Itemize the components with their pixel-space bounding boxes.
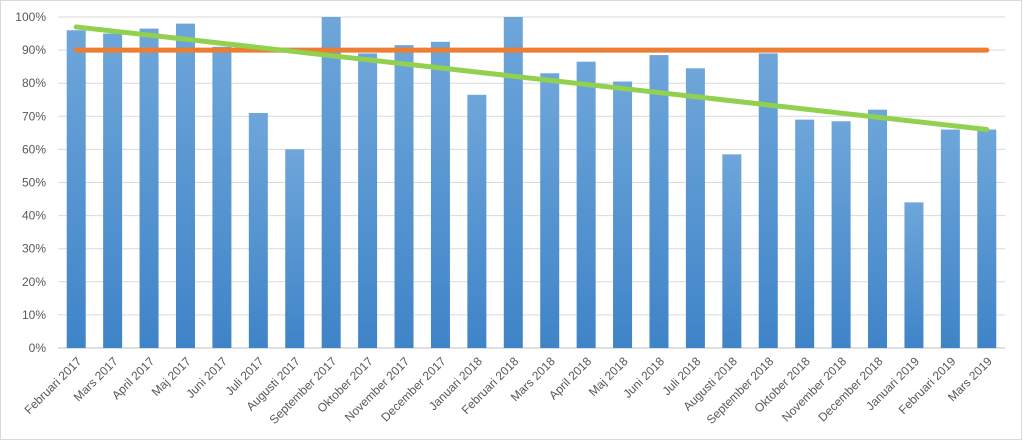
bar xyxy=(904,202,924,348)
bar xyxy=(467,94,487,348)
y-tick-label: 100% xyxy=(15,10,46,24)
y-tick-label: 20% xyxy=(22,275,46,289)
y-tick-label: 40% xyxy=(22,209,46,223)
x-tick-label: November 2018 xyxy=(779,354,850,425)
x-tick-label: December 2018 xyxy=(815,354,886,425)
bar xyxy=(576,61,596,349)
y-tick-label: 60% xyxy=(22,142,46,156)
bar xyxy=(430,41,450,348)
bar xyxy=(977,129,997,348)
bar xyxy=(321,17,341,348)
bars xyxy=(66,17,997,349)
x-tick-label: December 2017 xyxy=(378,354,449,425)
gridlines xyxy=(58,16,1005,349)
x-tick-label: Februari 2017 xyxy=(22,354,85,417)
bar xyxy=(940,129,960,348)
bar xyxy=(175,23,195,349)
bar xyxy=(795,119,815,348)
bar xyxy=(503,17,523,348)
y-tick-label: 50% xyxy=(22,176,46,190)
bar xyxy=(103,33,123,349)
bar xyxy=(139,28,159,349)
x-tick-label: November 2017 xyxy=(342,354,413,425)
bar xyxy=(613,81,633,349)
y-tick-label: 30% xyxy=(22,242,46,256)
lines xyxy=(73,24,990,133)
y-axis-tick-labels: 0% 10% 20% 30% 40% 50% 60% 70% 80% 90% 100% xyxy=(15,10,46,355)
bar xyxy=(248,112,268,349)
y-tick-label: 70% xyxy=(22,109,46,123)
y-tick-label: 80% xyxy=(22,76,46,90)
bar xyxy=(358,53,378,348)
bar xyxy=(212,46,232,348)
bar xyxy=(758,53,778,348)
bar xyxy=(285,149,305,348)
bar xyxy=(868,109,888,349)
y-tick-label: 10% xyxy=(22,308,46,322)
y-tick-label: 0% xyxy=(29,341,47,355)
bar xyxy=(394,45,414,348)
bar xyxy=(722,154,742,348)
bar xyxy=(66,30,86,349)
bar xyxy=(540,73,560,349)
y-tick-label: 90% xyxy=(22,43,46,57)
bar xyxy=(685,68,705,349)
bar xyxy=(649,55,669,348)
bar xyxy=(831,121,851,348)
trendline xyxy=(73,24,990,133)
